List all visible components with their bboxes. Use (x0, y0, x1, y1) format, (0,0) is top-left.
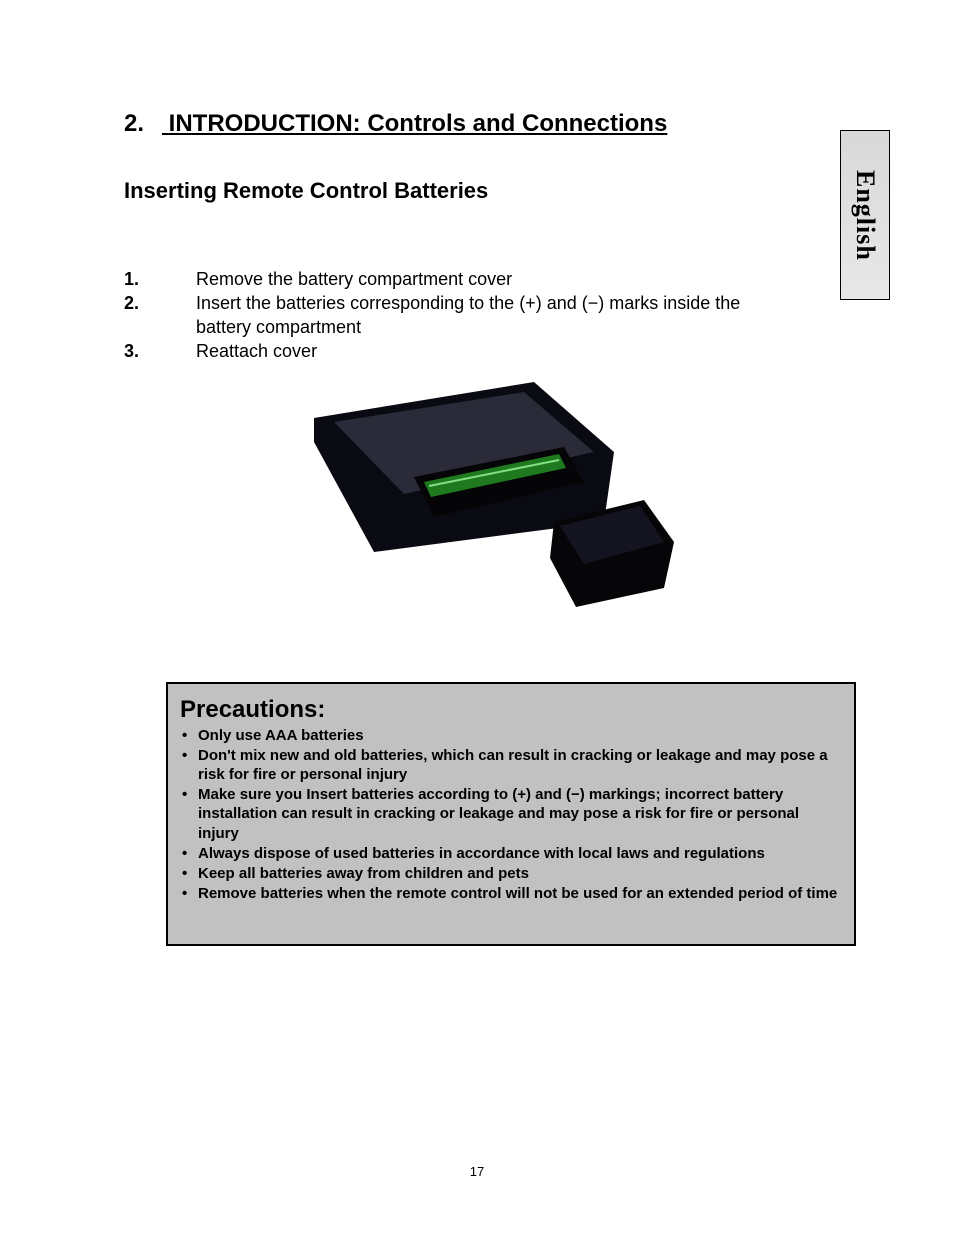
step-number: 3. (124, 340, 196, 363)
subheading: Inserting Remote Control Batteries (124, 178, 864, 204)
precautions-list: Only use AAA batteries Don't mix new and… (180, 726, 838, 904)
section-heading: 2. INTRODUCTION: Controls and Connection… (124, 110, 864, 140)
remote-illustration-svg (314, 382, 674, 612)
figure-remote-batteries (124, 382, 864, 612)
steps-list: 1. Remove the battery compartment cover … (124, 268, 794, 364)
step-number: 1. (124, 268, 196, 291)
precaution-item: Remove batteries when the remote control… (180, 884, 838, 903)
step-text: Reattach cover (196, 340, 794, 363)
precaution-item: Make sure you Insert batteries according… (180, 785, 838, 843)
precaution-item: Always dispose of used batteries in acco… (180, 844, 838, 863)
step-text: Remove the battery compartment cover (196, 268, 794, 291)
step-item: 2. Insert the batteries corresponding to… (124, 292, 794, 339)
language-tab-label: English (850, 170, 880, 261)
precaution-item: Only use AAA batteries (180, 726, 838, 745)
precaution-item: Don't mix new and old batteries, which c… (180, 746, 838, 784)
page-number: 17 (0, 1164, 954, 1179)
precautions-title: Precautions: (180, 696, 838, 724)
step-number: 2. (124, 292, 196, 339)
section-title: INTRODUCTION: Controls and Connections (169, 110, 668, 137)
precautions-box: Precautions: Only use AAA batteries Don'… (166, 682, 856, 947)
precaution-item: Keep all batteries away from children an… (180, 864, 838, 883)
step-text: Insert the batteries corresponding to th… (196, 292, 794, 339)
document-page: English 2. INTRODUCTION: Controls and Co… (0, 0, 954, 1235)
section-number: 2. (124, 110, 162, 138)
step-item: 3. Reattach cover (124, 340, 794, 363)
language-tab: English (840, 130, 890, 300)
step-item: 1. Remove the battery compartment cover (124, 268, 794, 291)
